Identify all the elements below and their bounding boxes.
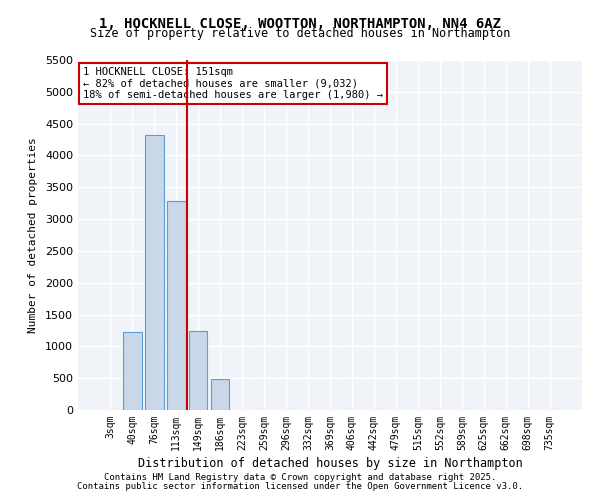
Text: Size of property relative to detached houses in Northampton: Size of property relative to detached ho… <box>90 28 510 40</box>
Text: Contains public sector information licensed under the Open Government Licence v3: Contains public sector information licen… <box>77 482 523 491</box>
Y-axis label: Number of detached properties: Number of detached properties <box>28 137 38 333</box>
X-axis label: Distribution of detached houses by size in Northampton: Distribution of detached houses by size … <box>137 457 523 470</box>
Text: 1 HOCKNELL CLOSE: 151sqm
← 82% of detached houses are smaller (9,032)
18% of sem: 1 HOCKNELL CLOSE: 151sqm ← 82% of detach… <box>83 67 383 100</box>
Text: 1, HOCKNELL CLOSE, WOOTTON, NORTHAMPTON, NN4 6AZ: 1, HOCKNELL CLOSE, WOOTTON, NORTHAMPTON,… <box>99 18 501 32</box>
Bar <box>167 202 185 410</box>
Text: Contains HM Land Registry data © Crown copyright and database right 2025.: Contains HM Land Registry data © Crown c… <box>104 474 496 482</box>
Bar <box>189 331 208 410</box>
Bar <box>123 332 142 410</box>
Bar <box>145 135 164 410</box>
Bar <box>211 379 229 410</box>
